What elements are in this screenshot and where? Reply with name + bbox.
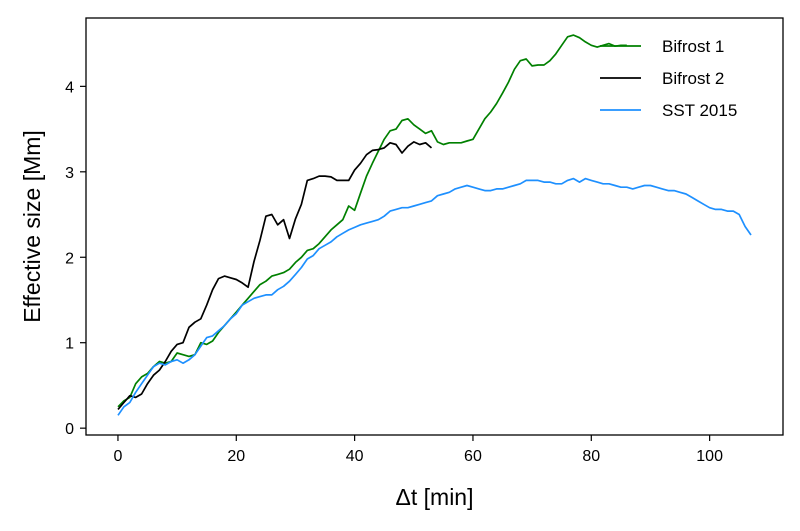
x-tick-label: 20 (227, 448, 245, 465)
y-tick-label: 2 (65, 250, 74, 267)
legend-label: Bifrost 2 (662, 69, 724, 88)
y-tick-label: 1 (65, 336, 74, 353)
x-tick-label: 100 (696, 448, 723, 465)
axis-ticks: 0 20 40 60 80 100 0 1 2 3 4 (65, 79, 723, 465)
y-tick-label: 3 (65, 165, 74, 182)
x-tick-label: 60 (464, 448, 482, 465)
y-tick-label: 0 (65, 421, 74, 438)
series-lines (117, 34, 752, 416)
x-tick-label: 40 (346, 448, 364, 465)
y-axis-label: Effective size [Mm] (19, 130, 45, 323)
x-tick-label: 80 (582, 448, 600, 465)
y-tick-label: 4 (65, 79, 74, 96)
legend-label: Bifrost 1 (662, 37, 724, 56)
plot-frame (85, 17, 784, 436)
series-line-3 (117, 177, 752, 416)
x-axis-label: Δt [min] (396, 484, 474, 510)
legend: Bifrost 1 Bifrost 2 SST 2015 (600, 37, 737, 120)
series-line-2 (117, 141, 433, 410)
legend-label: SST 2015 (662, 101, 737, 120)
x-tick-label: 0 (113, 448, 122, 465)
